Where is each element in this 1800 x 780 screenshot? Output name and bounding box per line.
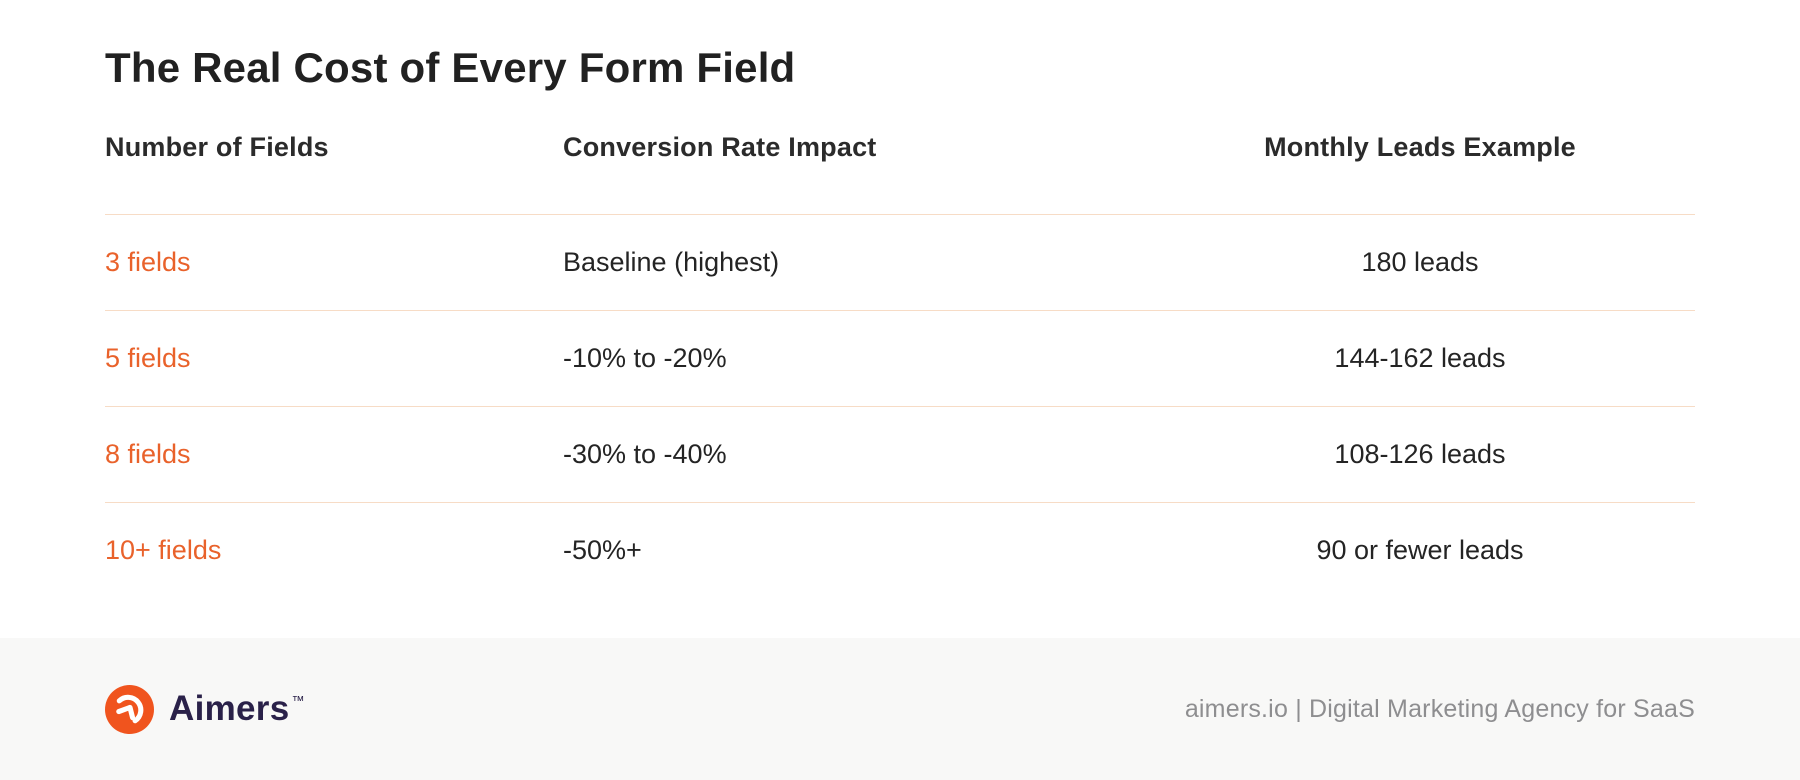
footer-tagline: aimers.io | Digital Marketing Agency for… [1184, 694, 1695, 723]
column-header-leads: Monthly Leads Example [1264, 132, 1576, 162]
column-header-impact: Conversion Rate Impact [563, 132, 877, 162]
cell-impact: -30% to -40% [563, 439, 727, 469]
table-header-row: Number of Fields Conversion Rate Impact … [105, 132, 1695, 214]
trademark-symbol: ™ [291, 693, 305, 708]
table-row: 8 fields -30% to -40% 108-126 leads [105, 406, 1695, 502]
cell-fields: 5 fields [105, 343, 191, 373]
cell-fields: 3 fields [105, 247, 191, 277]
cell-leads: 108-126 leads [1334, 439, 1506, 469]
cell-impact: -50%+ [563, 535, 642, 565]
page-title: The Real Cost of Every Form Field [105, 44, 796, 91]
table-row: 5 fields -10% to -20% 144-162 leads [105, 310, 1695, 406]
cell-leads: 144-162 leads [1334, 343, 1506, 373]
brand-wordmark: Aimers ™ [169, 689, 305, 729]
cell-leads: 180 leads [1361, 247, 1479, 277]
infographic-card: The Real Cost of Every Form Field Number… [105, 44, 1695, 598]
footer-bar: Aimers ™ aimers.io | Digital Marketing A… [0, 638, 1800, 780]
brand-logo: Aimers ™ [105, 684, 305, 734]
cell-fields: 8 fields [105, 439, 191, 469]
cell-fields: 10+ fields [105, 535, 222, 565]
table-row: 3 fields Baseline (highest) 180 leads [105, 214, 1695, 310]
cell-impact: Baseline (highest) [563, 247, 780, 277]
cell-leads: 90 or fewer leads [1316, 535, 1524, 565]
table-row: 10+ fields -50%+ 90 or fewer leads [105, 502, 1695, 598]
form-fields-table: Number of Fields Conversion Rate Impact … [105, 132, 1695, 598]
column-header-fields: Number of Fields [105, 132, 329, 162]
aimers-target-arrow-icon [105, 684, 154, 734]
brand-name-text: Aimers [169, 689, 290, 728]
cell-impact: -10% to -20% [563, 343, 727, 373]
